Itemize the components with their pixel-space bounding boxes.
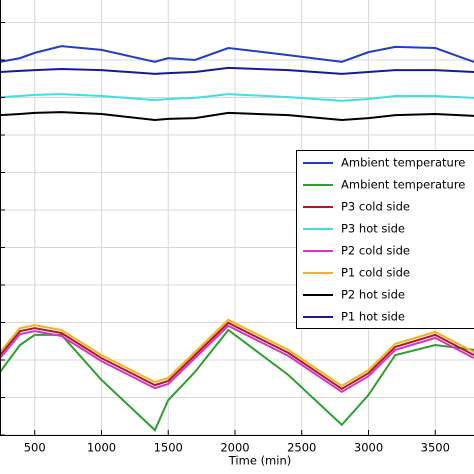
x-tick-label: 1500 xyxy=(154,441,183,455)
legend-label: P1 hot side xyxy=(341,310,405,324)
series-line xyxy=(0,328,474,432)
series-line xyxy=(0,45,474,63)
ticks: 500 1000 1500 2000 2500 3000 3500 xyxy=(0,22,450,455)
legend-label: P2 hot side xyxy=(341,288,405,302)
x-tick-label: 2000 xyxy=(220,441,249,455)
legend-label: P1 cold side xyxy=(341,266,410,280)
series-line xyxy=(0,321,474,391)
series-line xyxy=(0,318,474,388)
series-line xyxy=(0,324,474,394)
x-tick-label: 2500 xyxy=(287,441,316,455)
legend-label: P3 hot side xyxy=(341,222,405,236)
x-tick-label: 3000 xyxy=(354,441,383,455)
legend: Ambient temperature Ambient temperature P3… xyxy=(296,150,474,329)
x-tick-label: 1000 xyxy=(87,441,116,455)
x-tick-label: 3500 xyxy=(421,441,450,455)
x-tick-label: 500 xyxy=(24,441,46,455)
legend-box xyxy=(296,150,474,329)
legend-label: Ambient temperature xyxy=(341,156,465,170)
lines xyxy=(0,45,474,432)
series-line xyxy=(0,111,474,122)
series-line xyxy=(0,66,474,75)
legend-label: Ambient temperature xyxy=(341,178,465,192)
x-axis-label: Time (min) xyxy=(228,454,291,468)
series-line xyxy=(0,93,474,102)
legend-label: P2 cold side xyxy=(341,244,410,258)
legend-label: P3 cold side xyxy=(341,200,410,214)
